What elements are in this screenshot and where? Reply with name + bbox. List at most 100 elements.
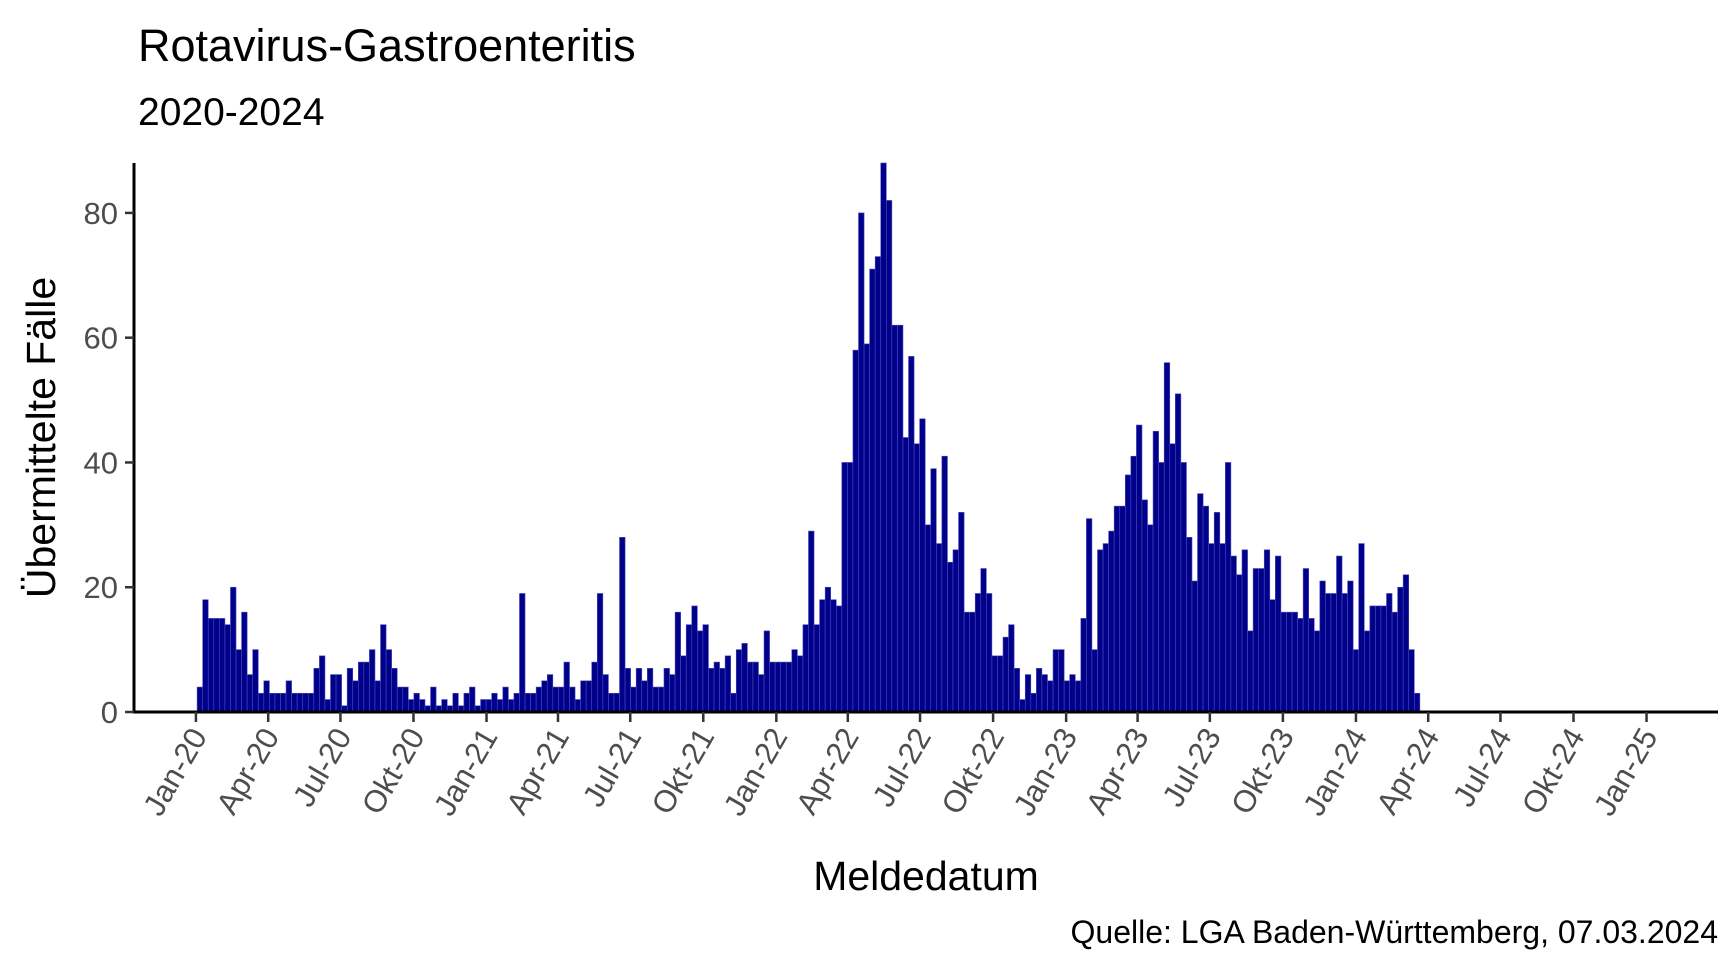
bar: [596, 593, 604, 713]
bar: [630, 686, 637, 713]
bar: [363, 661, 370, 713]
x-tick-label: Jul-22: [866, 722, 939, 813]
bar: [574, 699, 581, 713]
bar: [724, 655, 731, 713]
bar: [997, 655, 1004, 713]
bar: [1230, 555, 1237, 713]
bar: [1402, 574, 1410, 713]
bar: [1269, 599, 1276, 713]
bar: [430, 686, 437, 713]
bar: [585, 680, 593, 713]
bar: [1297, 618, 1304, 713]
bar: [469, 686, 476, 713]
bar: [1302, 568, 1310, 713]
bar: [1136, 424, 1143, 713]
bar: [863, 343, 870, 713]
bar: [519, 593, 526, 713]
x-tick-label: Jan-20: [136, 722, 214, 822]
bar: [1252, 568, 1259, 713]
y-tick-label: 20: [84, 570, 118, 605]
x-tick-label: Apr-21: [499, 722, 576, 820]
x-tick-label: Okt-23: [1224, 722, 1301, 820]
bar: [874, 256, 882, 713]
bar: [1375, 605, 1382, 713]
bar: [813, 624, 820, 713]
bar: [1313, 630, 1321, 713]
bar: [652, 686, 659, 713]
bar: [558, 686, 565, 713]
bar: [1275, 555, 1282, 713]
bar: [1369, 605, 1376, 713]
bar: [408, 699, 415, 713]
bar: [385, 649, 392, 713]
bar: [1102, 543, 1109, 713]
bar: [513, 692, 520, 713]
y-axis: 0 20 40 60 80: [84, 196, 134, 730]
bar: [841, 462, 848, 713]
bar: [774, 661, 782, 713]
bar: [569, 686, 576, 713]
bar: [1408, 649, 1415, 713]
bar: [1330, 593, 1337, 713]
bar: [819, 599, 826, 713]
bar: [530, 692, 537, 713]
bar: [697, 630, 704, 713]
bar: [1091, 649, 1098, 713]
bar: [1147, 524, 1154, 713]
bar: [1097, 549, 1104, 713]
bar: [1241, 549, 1248, 713]
bar: [1024, 674, 1032, 713]
x-tick-label: Apr-23: [1079, 722, 1156, 820]
bar: [1352, 649, 1360, 713]
bar: [1391, 611, 1398, 713]
bar: [441, 699, 448, 713]
bar: [1180, 462, 1187, 713]
x-tick-label: Jan-23: [1006, 722, 1084, 822]
bar: [980, 568, 987, 713]
bar: [663, 668, 670, 713]
bar: [758, 674, 765, 713]
bar: [974, 593, 982, 713]
bar: [1063, 680, 1071, 713]
bar: [196, 686, 203, 713]
bar: [669, 674, 676, 713]
bar: [1080, 618, 1087, 713]
bar: [885, 200, 893, 713]
bar: [952, 549, 959, 713]
x-tick-label: Apr-22: [789, 722, 866, 820]
x-tick-label: Okt-22: [934, 722, 1011, 820]
bar: [752, 661, 759, 713]
y-tick-label: 0: [101, 695, 118, 730]
bar: [608, 692, 615, 713]
bar: [302, 692, 309, 713]
bar: [1052, 649, 1059, 713]
x-tick-label: Jul-21: [576, 722, 649, 813]
bar: [1341, 593, 1348, 713]
bar: [1058, 649, 1065, 713]
bar: [1319, 580, 1326, 713]
bar: [635, 668, 643, 713]
bar: [919, 418, 926, 713]
bar: [1002, 636, 1009, 713]
bar: [396, 686, 404, 713]
bar: [769, 661, 776, 713]
bar: [1069, 674, 1076, 713]
bar: [852, 349, 859, 713]
bar: [897, 324, 904, 713]
x-tick-label: Apr-20: [209, 722, 286, 820]
x-tick-label: Jan-21: [427, 722, 505, 822]
bar: [802, 624, 809, 713]
chart-title: Rotavirus-Gastroenteritis: [138, 20, 636, 71]
y-tick-label: 40: [84, 445, 118, 480]
bar: [1163, 362, 1171, 713]
bar: [830, 599, 837, 713]
bar: [1113, 505, 1121, 713]
bar: [958, 512, 965, 713]
chart-caption: Quelle: LGA Baden-Württemberg, 07.03.202…: [1070, 914, 1719, 950]
bar: [230, 586, 237, 713]
bar: [491, 692, 498, 713]
x-tick-label: Jan-22: [717, 722, 795, 822]
bar: [413, 692, 420, 713]
bar: [313, 668, 320, 713]
